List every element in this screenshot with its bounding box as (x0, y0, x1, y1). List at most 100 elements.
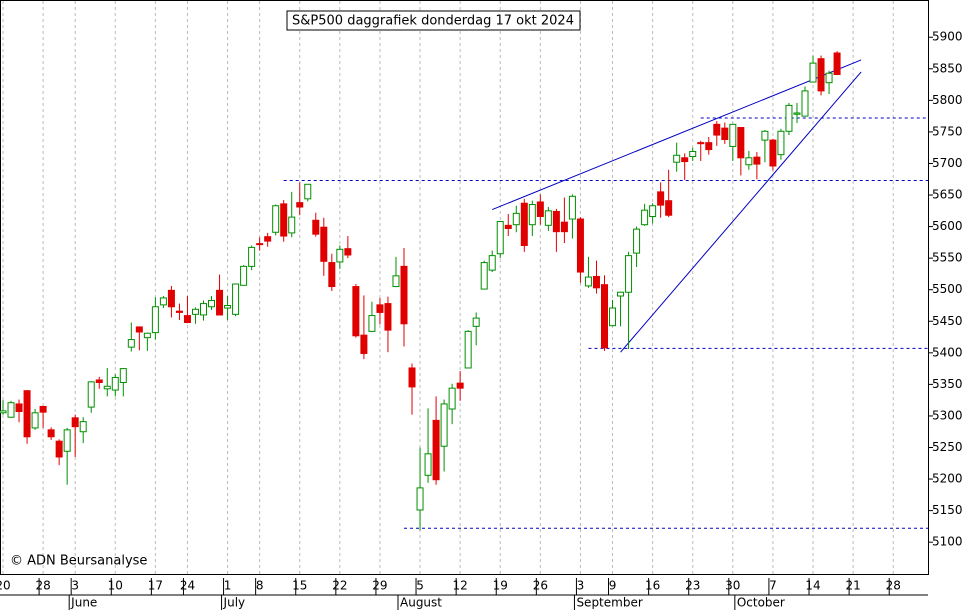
candle-body (39, 405, 47, 413)
candle-body (320, 226, 328, 262)
candle-body (224, 304, 232, 309)
candle-body (448, 387, 456, 410)
candle-body (392, 275, 400, 288)
y-tick-label: 5800 (932, 93, 963, 107)
candle-body (304, 183, 312, 200)
candle-body (256, 243, 264, 246)
candle-body (689, 150, 697, 158)
candle-body (809, 62, 817, 83)
title-box (286, 10, 581, 31)
candle-body (200, 303, 207, 316)
x-tick-label: 14 (805, 579, 820, 593)
candle-body (408, 367, 416, 388)
trend-line (620, 71, 862, 353)
y-tick-label: 5650 (932, 188, 963, 202)
x-tick-label: 9 (609, 579, 617, 593)
y-tick-label: 5250 (932, 440, 963, 454)
candle-body (785, 104, 793, 132)
candle-body (296, 202, 304, 208)
y-tick-label: 5550 (932, 251, 963, 265)
candle-body (15, 403, 23, 413)
candle-body (167, 289, 175, 308)
candle-body (119, 368, 127, 383)
candle-body (817, 58, 825, 92)
x-tick-label: 1 (224, 579, 232, 593)
trend-line (492, 59, 862, 211)
candle-body (633, 228, 641, 254)
x-tick-label: 3 (577, 579, 585, 593)
candle-body (23, 390, 31, 438)
candle-body (232, 283, 240, 315)
x-tick-label: 17 (148, 579, 163, 593)
candle-body (127, 339, 135, 348)
candle-body (625, 255, 633, 293)
candle-body (400, 265, 408, 325)
candle-body (240, 265, 248, 286)
candle-body (272, 205, 280, 233)
month-label: September (576, 596, 642, 610)
candle-body (681, 157, 689, 163)
candle-body (464, 330, 472, 369)
candle-body (31, 412, 39, 429)
chart-title: S&P500 daggrafiek donderdag 17 okt 2024 (292, 14, 574, 29)
y-tick-label: 5600 (932, 219, 963, 233)
candle-body (191, 308, 199, 315)
candle-body (95, 379, 103, 383)
candle-body (55, 440, 63, 458)
x-tick-label: 24 (180, 579, 195, 593)
y-tick-label: 5700 (932, 156, 963, 170)
candle-body (737, 126, 745, 159)
candle-body (63, 429, 71, 452)
x-tick-label: 12 (452, 579, 467, 593)
candle-body (0, 410, 7, 414)
candle-body (601, 284, 608, 349)
candle-body (584, 276, 592, 287)
x-tick-label: 7 (769, 579, 777, 593)
y-tick-label: 5850 (932, 61, 963, 75)
x-tick-label: 28 (35, 579, 50, 593)
candle-body (376, 304, 384, 313)
candle-body (512, 212, 520, 226)
candle-body (424, 453, 432, 476)
candle-body (264, 236, 272, 242)
y-tick-label: 5100 (932, 535, 963, 549)
candle-body (440, 403, 448, 447)
month-label: August (400, 596, 442, 610)
candle-body (159, 297, 167, 306)
candle-body (151, 306, 159, 334)
x-tick-label: 5 (416, 579, 424, 593)
candle-body (456, 382, 464, 389)
candle-body (721, 127, 729, 140)
candle-body (480, 262, 488, 290)
y-tick-label: 5350 (932, 377, 963, 391)
x-tick-label: 23 (685, 579, 700, 593)
y-tick-label: 5150 (932, 503, 963, 517)
x-tick-label: 26 (533, 579, 548, 593)
y-tick-label: 5450 (932, 314, 963, 328)
candle-body (384, 303, 392, 331)
candle-body (47, 429, 55, 438)
y-tick-label: 5300 (932, 408, 963, 422)
y-tick-label: 5900 (932, 30, 963, 44)
candle-body (360, 334, 368, 354)
month-label: June (70, 596, 97, 610)
candle-body (488, 255, 496, 271)
candle-body (416, 487, 424, 511)
candle-body (801, 90, 809, 117)
candle-body (216, 289, 224, 316)
month-label: October (737, 596, 785, 610)
x-tick-label: 28 (886, 579, 901, 593)
candle-body (312, 219, 320, 235)
month-label: July (223, 596, 246, 610)
candle-body (280, 203, 288, 237)
candle-body (536, 201, 544, 217)
candle-body (560, 221, 568, 233)
y-tick-label: 5500 (932, 282, 963, 296)
candle-body (705, 142, 713, 151)
candle-body (552, 210, 560, 233)
candle-body (87, 381, 95, 408)
x-tick-label: 20 (0, 579, 11, 593)
x-tick-label: 10 (108, 579, 123, 593)
candle-body (504, 224, 512, 229)
